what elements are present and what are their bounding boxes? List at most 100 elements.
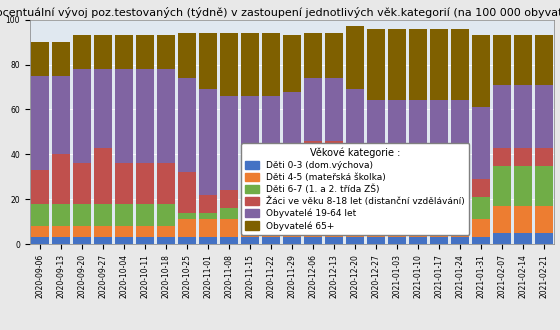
Bar: [31, 226, 49, 237]
Bar: [157, 163, 175, 204]
Bar: [94, 226, 112, 237]
Bar: [325, 181, 343, 208]
Bar: [325, 33, 343, 78]
Bar: [514, 206, 532, 233]
Bar: [514, 148, 532, 166]
Bar: [409, 195, 427, 213]
Bar: [199, 195, 217, 213]
Bar: [388, 219, 406, 237]
Bar: [514, 166, 532, 206]
Bar: [31, 237, 49, 244]
Bar: [157, 226, 175, 237]
Title: Procentuální vývoj poz.testovaných (týdně) v zastoupení jednotlivých věk.kategor: Procentuální vývoj poz.testovaných (týdn…: [0, 6, 560, 17]
Bar: [136, 69, 154, 163]
Bar: [493, 148, 511, 166]
Bar: [262, 96, 280, 190]
Bar: [430, 237, 448, 244]
Bar: [472, 35, 490, 107]
Bar: [31, 204, 49, 226]
Bar: [283, 208, 301, 237]
Bar: [304, 78, 322, 141]
Bar: [367, 219, 385, 237]
Bar: [304, 181, 322, 208]
Bar: [535, 233, 553, 244]
Bar: [178, 172, 196, 213]
Bar: [199, 213, 217, 219]
Bar: [52, 226, 70, 237]
Bar: [220, 190, 238, 208]
Bar: [430, 29, 448, 101]
Bar: [262, 219, 280, 237]
Bar: [241, 33, 259, 96]
Bar: [472, 237, 490, 244]
Bar: [136, 237, 154, 244]
Bar: [136, 226, 154, 237]
Bar: [304, 237, 322, 244]
Bar: [430, 101, 448, 195]
Bar: [283, 35, 301, 91]
Bar: [472, 219, 490, 237]
Bar: [220, 33, 238, 96]
Bar: [451, 219, 469, 237]
Bar: [388, 101, 406, 195]
Bar: [52, 76, 70, 154]
Bar: [115, 35, 133, 69]
Bar: [493, 85, 511, 148]
Bar: [430, 219, 448, 237]
Bar: [430, 195, 448, 213]
Bar: [409, 29, 427, 101]
Bar: [304, 208, 322, 237]
Bar: [73, 237, 91, 244]
Bar: [430, 213, 448, 219]
Legend: Děti 0-3 (dom.výchova), Děti 4-5 (mateřská školka), Děti 6-7 (1. a 2. třída ZŠ),: Děti 0-3 (dom.výchova), Děti 4-5 (mateřs…: [241, 143, 469, 235]
Bar: [367, 237, 385, 244]
Bar: [409, 101, 427, 195]
Bar: [31, 170, 49, 204]
Bar: [283, 237, 301, 244]
Bar: [535, 166, 553, 206]
Bar: [115, 163, 133, 204]
Bar: [73, 35, 91, 69]
Bar: [94, 204, 112, 226]
Bar: [94, 148, 112, 204]
Bar: [325, 78, 343, 141]
Bar: [514, 233, 532, 244]
Bar: [136, 204, 154, 226]
Bar: [178, 219, 196, 237]
Bar: [262, 190, 280, 208]
Bar: [451, 29, 469, 101]
Bar: [451, 213, 469, 219]
Bar: [241, 190, 259, 208]
Bar: [241, 219, 259, 237]
Bar: [115, 69, 133, 163]
Bar: [52, 42, 70, 76]
Bar: [157, 237, 175, 244]
Bar: [220, 237, 238, 244]
Bar: [178, 213, 196, 219]
Bar: [157, 69, 175, 163]
Bar: [367, 29, 385, 101]
Bar: [535, 85, 553, 148]
Bar: [220, 96, 238, 190]
Bar: [157, 35, 175, 69]
Bar: [115, 237, 133, 244]
Bar: [367, 101, 385, 195]
Bar: [346, 192, 364, 208]
Bar: [388, 237, 406, 244]
Bar: [472, 197, 490, 219]
Bar: [241, 208, 259, 219]
Bar: [304, 141, 322, 181]
Bar: [52, 154, 70, 204]
Bar: [157, 204, 175, 226]
Bar: [367, 195, 385, 213]
Bar: [409, 237, 427, 244]
Bar: [514, 85, 532, 148]
Bar: [136, 163, 154, 204]
Bar: [493, 233, 511, 244]
Bar: [199, 89, 217, 195]
Bar: [451, 195, 469, 213]
Bar: [199, 219, 217, 237]
Bar: [94, 35, 112, 69]
Bar: [199, 237, 217, 244]
Bar: [325, 141, 343, 181]
